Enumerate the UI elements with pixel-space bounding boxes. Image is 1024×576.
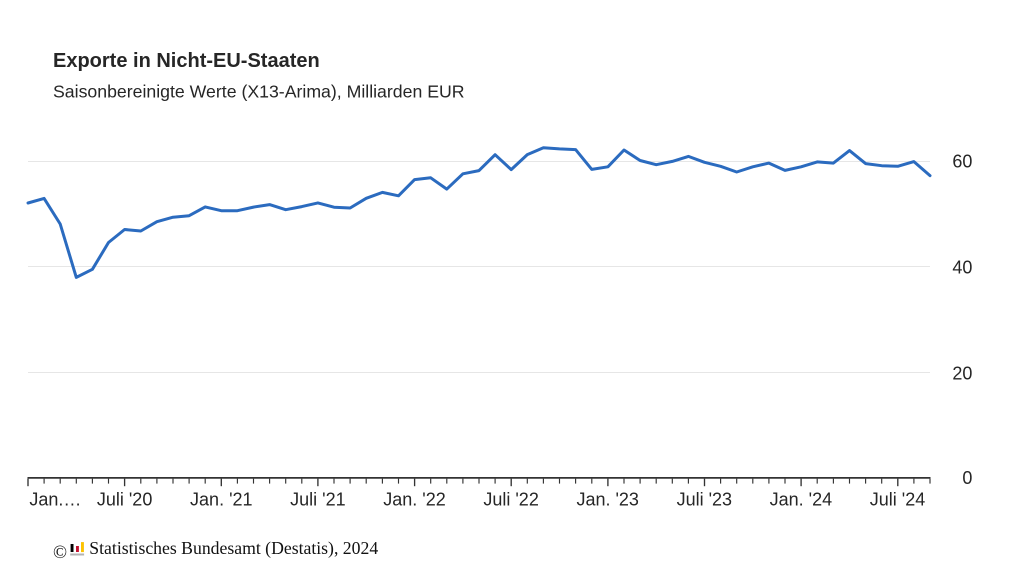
- svg-text:20: 20: [952, 363, 972, 383]
- svg-text:Saisonbereinigte Werte (X13-Ar: Saisonbereinigte Werte (X13-Arima), Mill…: [53, 81, 465, 101]
- svg-text:Juli '23: Juli '23: [677, 490, 732, 510]
- svg-text:40: 40: [952, 258, 972, 278]
- svg-text:Jan. '22: Jan. '22: [383, 490, 445, 510]
- svg-text:Jan.…: Jan.…: [29, 490, 81, 510]
- svg-text:Juli '21: Juli '21: [290, 490, 345, 510]
- svg-text:60: 60: [952, 152, 972, 172]
- svg-text:Juli '20: Juli '20: [97, 490, 152, 510]
- svg-text:©: ©: [53, 543, 67, 563]
- svg-text:0: 0: [962, 468, 972, 488]
- svg-text:Jan. '23: Jan. '23: [576, 490, 638, 510]
- svg-text:Juli '24: Juli '24: [870, 490, 925, 510]
- svg-text:Jan. '21: Jan. '21: [190, 490, 252, 510]
- svg-text:Exporte in Nicht-EU-Staaten: Exporte in Nicht-EU-Staaten: [53, 50, 320, 72]
- svg-text:Statistisches Bundesamt (Desta: Statistisches Bundesamt (Destatis), 2024: [89, 538, 378, 558]
- svg-text:Juli '22: Juli '22: [483, 490, 538, 510]
- svg-text:Jan. '24: Jan. '24: [770, 490, 832, 510]
